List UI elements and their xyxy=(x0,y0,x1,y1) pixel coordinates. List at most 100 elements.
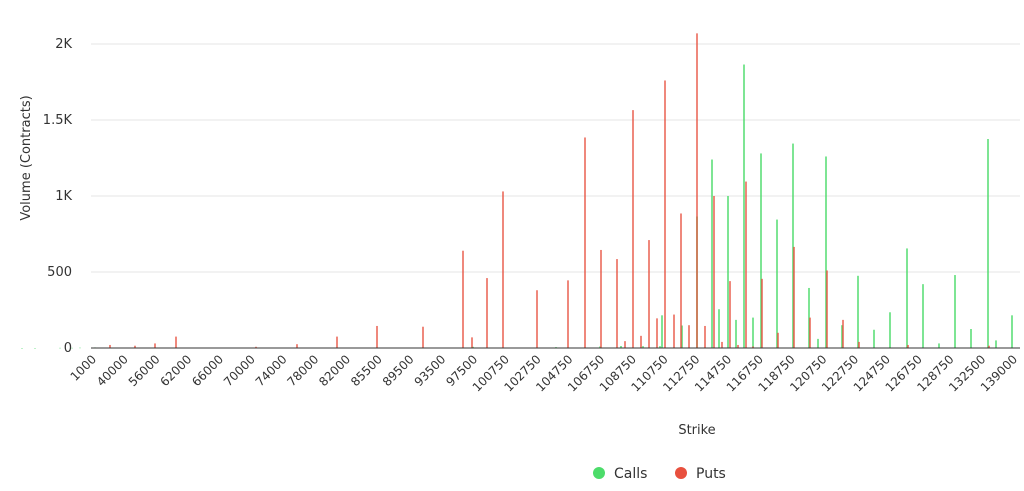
calls-bar[interactable] xyxy=(472,346,474,348)
puts-bar[interactable] xyxy=(842,319,844,348)
calls-bar[interactable] xyxy=(71,347,73,349)
bars xyxy=(21,33,1013,349)
legend-puts-marker xyxy=(675,467,687,479)
calls-bar[interactable] xyxy=(79,347,81,349)
calls-bar[interactable] xyxy=(760,153,762,348)
puts-bar[interactable] xyxy=(673,314,675,348)
calls-bar[interactable] xyxy=(711,159,713,348)
calls-bar[interactable] xyxy=(620,346,622,348)
puts-bar[interactable] xyxy=(858,341,860,348)
x-axis-title: Strike xyxy=(678,423,715,438)
x-tick-label: 62000 xyxy=(157,352,194,389)
x-tick-label: 93500 xyxy=(412,352,449,389)
calls-bar[interactable] xyxy=(808,287,810,348)
puts-bar[interactable] xyxy=(907,344,909,348)
puts-bar[interactable] xyxy=(486,278,488,348)
puts-bar[interactable] xyxy=(336,336,338,348)
puts-bar[interactable] xyxy=(721,341,723,348)
gridlines xyxy=(91,43,1020,273)
calls-bar[interactable] xyxy=(21,348,23,349)
calls-bar[interactable] xyxy=(599,346,601,348)
puts-bar[interactable] xyxy=(154,343,156,348)
x-tick-label: 56000 xyxy=(126,352,163,389)
puts-bar[interactable] xyxy=(648,240,650,348)
puts-bar[interactable] xyxy=(296,344,298,348)
puts-bar[interactable] xyxy=(809,317,811,348)
calls-bar[interactable] xyxy=(642,346,644,348)
y-tick-label: 500 xyxy=(47,265,72,280)
x-tick-label: 66000 xyxy=(189,352,226,389)
puts-bar[interactable] xyxy=(656,318,658,348)
puts-bar[interactable] xyxy=(745,181,747,348)
puts-bar[interactable] xyxy=(376,325,378,348)
puts-bar[interactable] xyxy=(134,345,136,348)
calls-bar[interactable] xyxy=(841,325,843,348)
calls-bar[interactable] xyxy=(922,284,924,348)
puts-bar[interactable] xyxy=(688,325,690,348)
legend-calls-label: Calls xyxy=(614,466,647,482)
calls-bar[interactable] xyxy=(889,312,891,348)
puts-bar[interactable] xyxy=(680,213,682,348)
puts-bar[interactable] xyxy=(255,346,257,348)
calls-bar[interactable] xyxy=(906,248,908,348)
puts-bar[interactable] xyxy=(777,332,779,348)
puts-bar[interactable] xyxy=(713,196,715,348)
puts-bar[interactable] xyxy=(704,325,706,348)
calls-bar[interactable] xyxy=(1011,315,1013,348)
calls-bar[interactable] xyxy=(718,309,720,348)
calls-bar[interactable] xyxy=(681,325,683,348)
calls-bar[interactable] xyxy=(743,64,745,349)
calls-bar[interactable] xyxy=(938,343,940,348)
puts-bar[interactable] xyxy=(752,346,754,348)
puts-bar[interactable] xyxy=(737,344,739,348)
calls-bar[interactable] xyxy=(995,340,997,348)
calls-bar[interactable] xyxy=(792,143,794,348)
calls-bar[interactable] xyxy=(59,347,61,349)
calls-bar[interactable] xyxy=(954,275,956,348)
x-tick-label: 85500 xyxy=(348,352,385,389)
puts-bar[interactable] xyxy=(471,337,473,348)
puts-bar[interactable] xyxy=(664,80,666,348)
calls-bar[interactable] xyxy=(661,315,663,348)
calls-bar[interactable] xyxy=(752,317,754,348)
puts-bar[interactable] xyxy=(696,33,698,349)
puts-bar[interactable] xyxy=(761,278,763,348)
puts-bar[interactable] xyxy=(502,191,504,348)
x-tick-label: 78000 xyxy=(285,352,322,389)
x-tick-label: 74000 xyxy=(253,352,290,389)
puts-bar[interactable] xyxy=(793,246,795,348)
legend-item-puts[interactable]: Puts xyxy=(675,466,726,482)
puts-bar[interactable] xyxy=(624,341,626,348)
calls-bar[interactable] xyxy=(987,139,989,348)
calls-bar[interactable] xyxy=(825,156,827,348)
puts-bar[interactable] xyxy=(729,281,731,348)
calls-bar[interactable] xyxy=(34,348,36,349)
legend-item-calls[interactable]: Calls xyxy=(593,466,647,482)
calls-bar[interactable] xyxy=(970,329,972,348)
calls-bar[interactable] xyxy=(817,338,819,348)
calls-bar[interactable] xyxy=(659,346,661,348)
puts-bar[interactable] xyxy=(422,326,424,348)
puts-bar[interactable] xyxy=(175,336,177,348)
calls-bar[interactable] xyxy=(735,319,737,348)
calls-bar[interactable] xyxy=(727,196,729,348)
calls-bar[interactable] xyxy=(857,275,859,348)
puts-bar[interactable] xyxy=(632,110,634,349)
puts-bar[interactable] xyxy=(536,290,538,348)
y-tick-label: 1K xyxy=(55,189,72,204)
x-tick-label: 40000 xyxy=(94,352,131,389)
x-tick-label: 70000 xyxy=(221,352,258,389)
puts-bar[interactable] xyxy=(640,335,642,348)
legend-calls-marker xyxy=(593,467,605,479)
puts-bar[interactable] xyxy=(988,345,990,348)
puts-bar[interactable] xyxy=(109,344,111,348)
calls-bar[interactable] xyxy=(776,219,778,348)
y-tick-label: 0 xyxy=(64,341,72,356)
puts-bar[interactable] xyxy=(584,137,586,348)
puts-bar[interactable] xyxy=(616,259,618,348)
puts-bar[interactable] xyxy=(600,249,602,348)
calls-bar[interactable] xyxy=(873,329,875,348)
puts-bar[interactable] xyxy=(826,270,828,348)
puts-bar[interactable] xyxy=(567,280,569,348)
puts-bar[interactable] xyxy=(462,250,464,348)
